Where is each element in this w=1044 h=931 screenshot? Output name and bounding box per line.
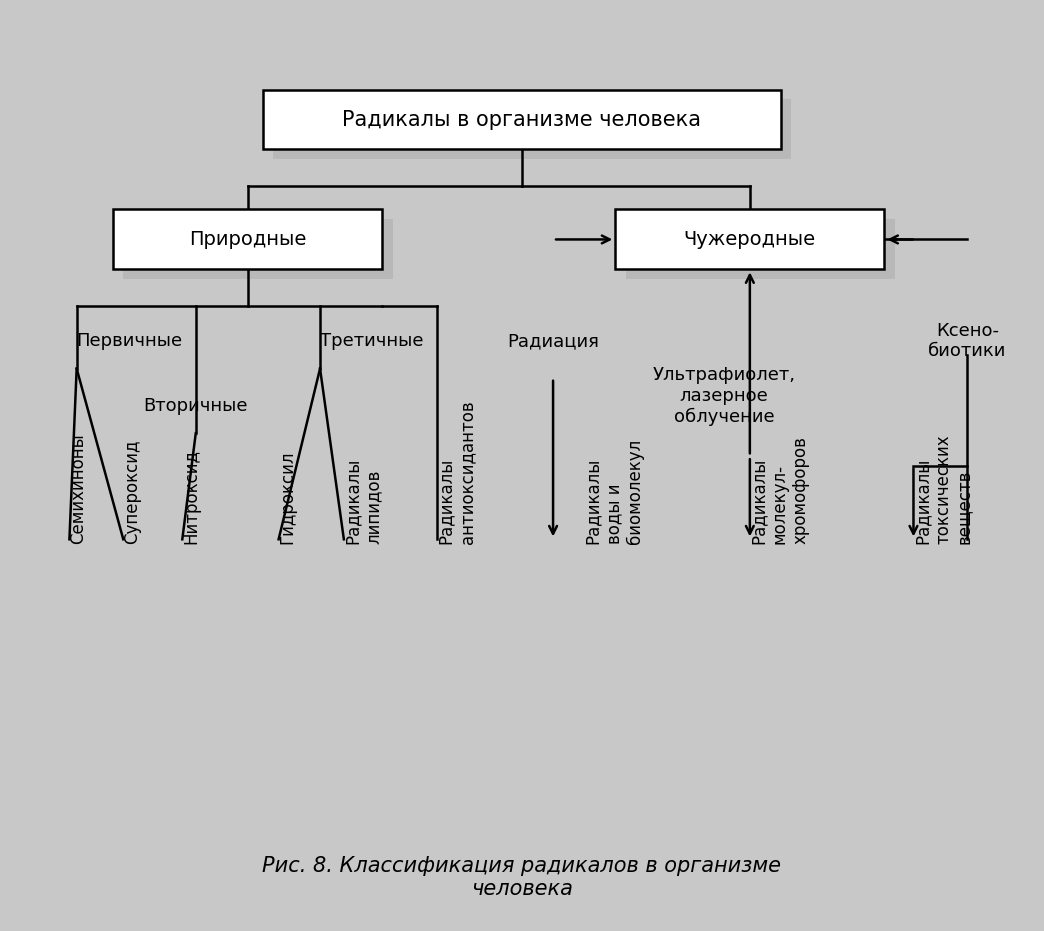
Text: Радикалы
токсических
веществ: Радикалы токсических веществ [914, 434, 973, 544]
Bar [625, 219, 895, 278]
Text: Третичные: Третичные [321, 332, 424, 350]
Text: Гидроксил: Гидроксил [279, 451, 296, 544]
Text: Радикалы
липидов: Радикалы липидов [343, 457, 383, 544]
Text: Чужеродные: Чужеродные [684, 230, 816, 249]
Text: Вторичные: Вторичные [143, 397, 248, 414]
Bar [113, 209, 382, 269]
Text: Рис. 8. Классификация радикалов в организме
человека: Рис. 8. Классификация радикалов в органи… [262, 856, 782, 899]
Text: Нитроксид: Нитроксид [183, 449, 200, 544]
Text: Радикалы
молекул-
хромофоров: Радикалы молекул- хромофоров [750, 436, 809, 544]
Text: Радикалы в организме человека: Радикалы в организме человека [342, 110, 702, 129]
Text: Семихиноны: Семихиноны [69, 433, 88, 544]
Text: Природные: Природные [189, 230, 306, 249]
Bar [615, 209, 884, 269]
Bar [123, 219, 393, 278]
Bar [263, 89, 781, 150]
Text: Ксено-
биотики: Ксено- биотики [928, 321, 1006, 360]
Bar [274, 99, 791, 158]
Text: Радикалы
антиоксидантов: Радикалы антиоксидантов [437, 400, 476, 544]
Text: Радиация: Радиация [507, 332, 599, 350]
Text: Радикалы
воды и
биомолекул: Радикалы воды и биомолекул [585, 439, 644, 544]
Text: Ультрафиолет,
лазерное
облучение: Ультрафиолет, лазерное облучение [652, 367, 796, 426]
Text: Первичные: Первичные [76, 332, 183, 350]
Text: Супероксид: Супероксид [123, 439, 141, 544]
